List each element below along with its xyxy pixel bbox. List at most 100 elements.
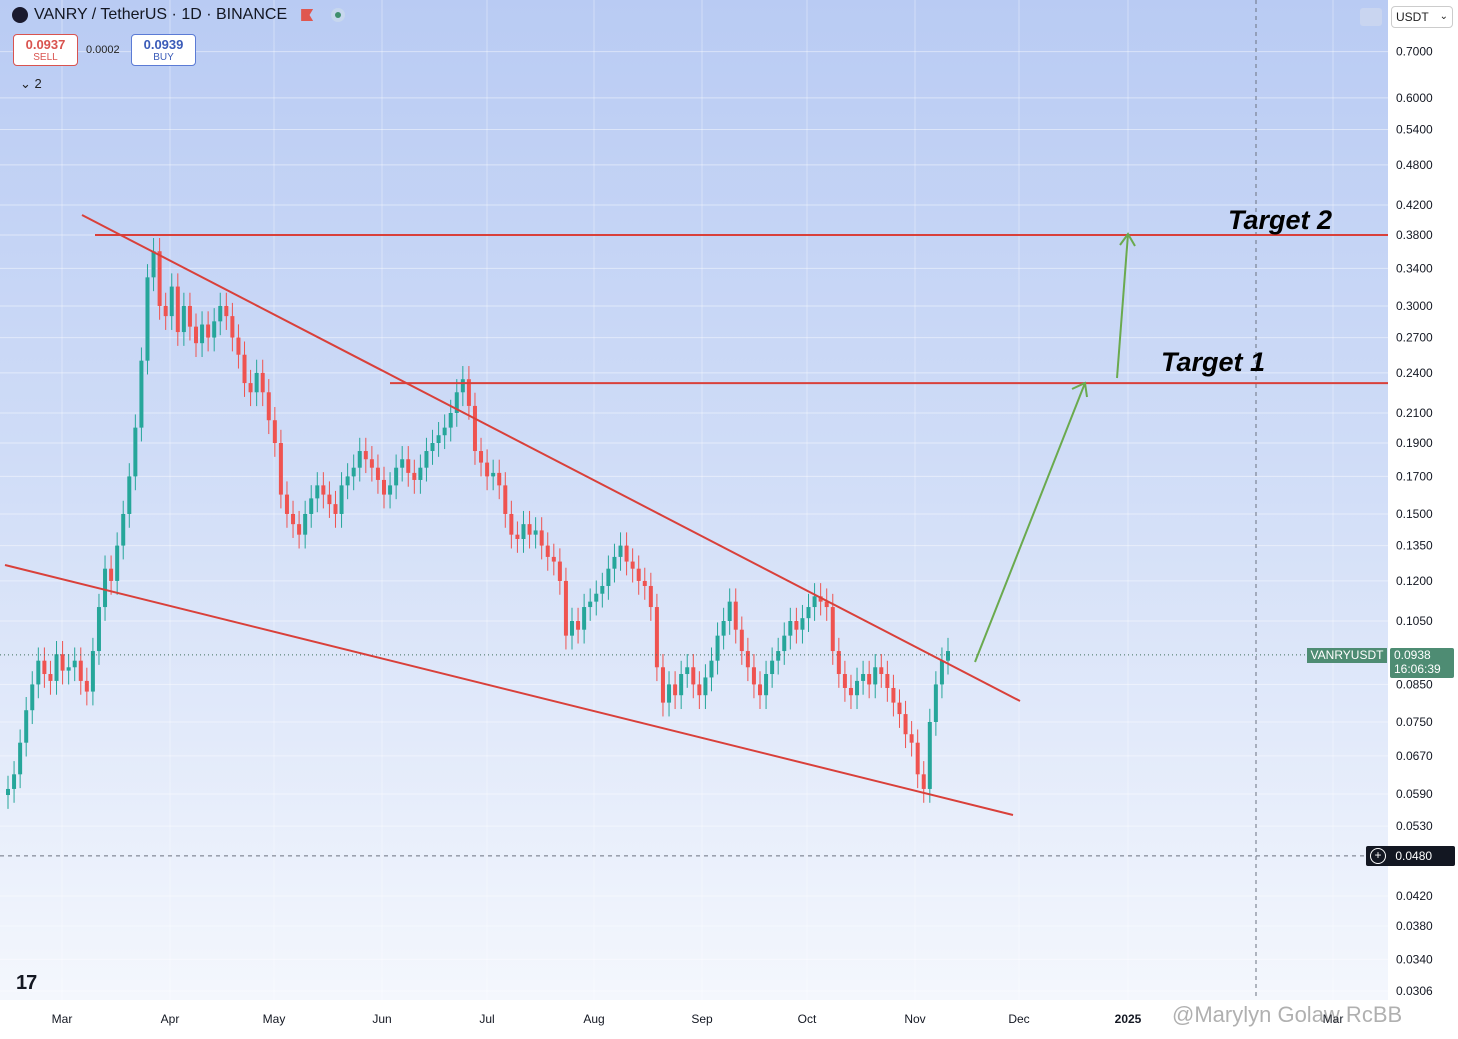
candle-body [169, 286, 174, 317]
projection-arrow-1 [974, 382, 1086, 663]
candle-body [673, 684, 678, 696]
candle-body [539, 530, 544, 546]
candle-body [175, 286, 180, 333]
candle-body [230, 316, 235, 338]
candle-body [272, 420, 277, 444]
target-1-label[interactable]: Target 1 [1161, 347, 1266, 377]
candle-body [430, 443, 435, 452]
bar-countdown: 16:06:39 [1394, 662, 1441, 676]
candle-body [515, 534, 520, 539]
last-price-tag: 0.0938 16:06:39 [1390, 648, 1454, 678]
candle-body [782, 635, 787, 652]
time-tick-label: Jul [479, 1012, 494, 1026]
candle-body [806, 607, 811, 619]
camera-icon[interactable] [1360, 8, 1382, 26]
sell-button[interactable]: 0.0937 SELL [13, 34, 78, 66]
candle-body [715, 635, 720, 661]
candle-body [151, 251, 156, 278]
projection-arrow-2 [1116, 233, 1129, 379]
candle-body [84, 680, 89, 692]
price-scale[interactable] [1388, 0, 1458, 1000]
candle-body [563, 580, 568, 636]
plus-circle-icon[interactable]: + [1370, 848, 1386, 864]
price-tick-label: 0.2700 [1396, 331, 1433, 345]
time-tick-label: Mar [1323, 1012, 1344, 1026]
candle-body [497, 472, 502, 486]
candle-body [375, 467, 380, 480]
candle-body [400, 459, 405, 468]
candle-body [297, 524, 302, 535]
price-tick-label: 0.0750 [1396, 715, 1433, 729]
candle-body [915, 742, 920, 775]
candle-body [733, 601, 738, 630]
candle-body [582, 607, 587, 630]
candle-body [545, 545, 550, 557]
candle-body [770, 660, 775, 675]
candle-body [479, 451, 484, 463]
candle-body [630, 561, 635, 569]
candle-body [224, 305, 229, 317]
time-tick-label: Sep [691, 1012, 713, 1026]
candle-body [436, 435, 441, 444]
candle-body [642, 580, 647, 586]
candle-body [406, 459, 411, 473]
candle-body [333, 504, 338, 514]
candle-body [6, 788, 10, 796]
candle-body [388, 485, 393, 495]
symbol-title[interactable]: VANRY / TetherUS · 1D · BINANCE [34, 6, 288, 23]
candle-body [145, 277, 150, 361]
time-tick-label: Oct [798, 1012, 817, 1026]
time-scale[interactable] [0, 1000, 1458, 1039]
price-tick-label: 0.1200 [1396, 574, 1433, 588]
symbol-header[interactable]: VANRY / TetherUS · 1D · BINANCE [12, 6, 346, 24]
candle-body [848, 687, 853, 696]
candle-body [527, 524, 532, 535]
crosshair-price-tag[interactable]: + 0.0480 [1366, 846, 1455, 866]
candle-body [667, 684, 672, 703]
candle-body [127, 476, 132, 514]
candle-body [321, 485, 326, 495]
candle-body [818, 596, 823, 602]
candle-body [521, 524, 526, 539]
time-tick-label: 2025 [1115, 1012, 1142, 1026]
candle-body [315, 485, 320, 499]
target-2-label[interactable]: Target 2 [1228, 205, 1333, 235]
candle-body [551, 556, 556, 562]
chevron-down-icon: ⌄ [20, 76, 31, 91]
candle-body [66, 667, 71, 671]
candle-body [709, 660, 714, 678]
time-tick-label: Nov [904, 1012, 925, 1026]
candle-body [594, 593, 599, 602]
indicators-toggle[interactable]: ⌄ 2 [20, 76, 42, 92]
buy-button[interactable]: 0.0939 BUY [131, 34, 196, 66]
candle-body [454, 392, 459, 413]
candle-body [794, 621, 799, 630]
candle-body [697, 684, 702, 696]
currency-select[interactable]: USDT ⌄ [1391, 6, 1453, 28]
candle-body [303, 513, 308, 535]
tradingview-logo-icon[interactable]: 17 [16, 972, 37, 994]
candle-body [824, 601, 829, 608]
candle-body [103, 568, 108, 608]
candle-body [927, 721, 932, 789]
candle-body [248, 383, 253, 393]
buy-label: BUY [153, 52, 174, 63]
candle-body [96, 607, 101, 652]
time-tick-label: Jun [372, 1012, 391, 1026]
candle-body [212, 321, 217, 338]
price-tick-label: 0.3800 [1396, 228, 1433, 242]
price-tick-label: 0.0590 [1396, 787, 1433, 801]
time-tick-label: May [263, 1012, 286, 1026]
price-tick-label: 0.1050 [1396, 614, 1433, 628]
candle-body [339, 485, 344, 514]
candle-body [588, 601, 593, 608]
candle-body [363, 451, 368, 460]
flag-icon[interactable] [301, 9, 314, 21]
crosshair-price-value: 0.0480 [1395, 849, 1433, 863]
candle-body [660, 667, 665, 703]
last-price-value: 0.0938 [1394, 648, 1431, 662]
candle-body [394, 467, 399, 486]
candle-body [648, 585, 653, 608]
chart-area[interactable] [0, 0, 1388, 1000]
